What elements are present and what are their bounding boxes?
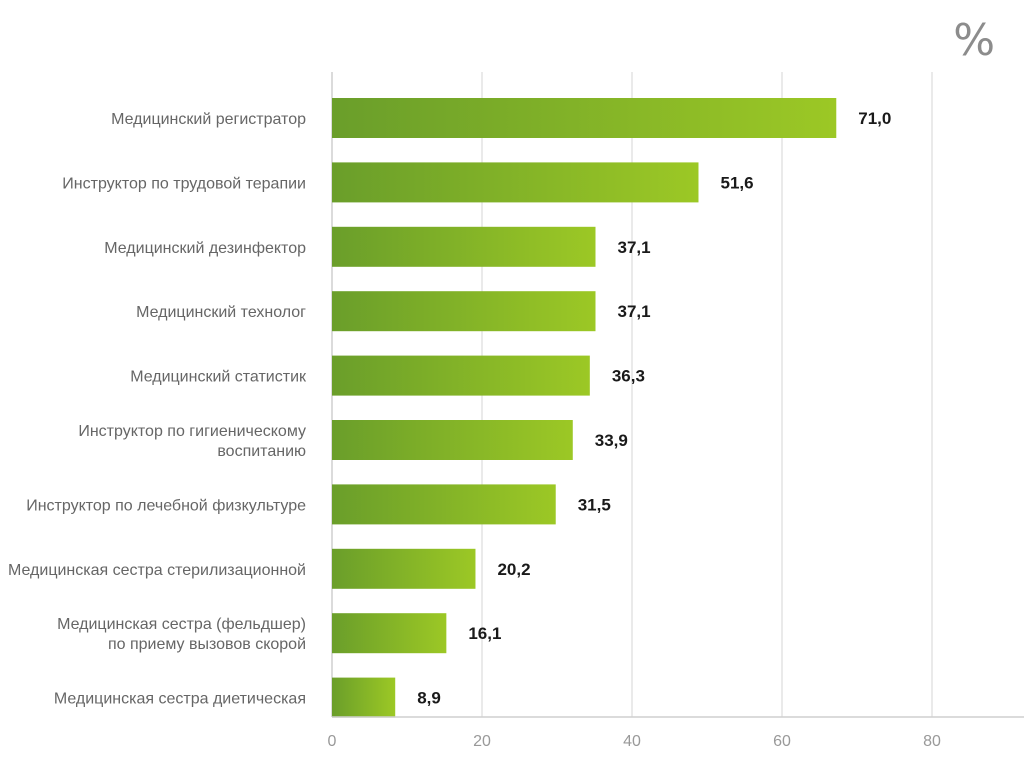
data-label: 8,9 bbox=[417, 689, 441, 708]
data-label: 37,1 bbox=[618, 302, 651, 321]
x-axis: 0 20 40 60 80 bbox=[328, 716, 1024, 750]
data-label: 51,6 bbox=[720, 173, 753, 192]
data-label: 71,0 bbox=[858, 109, 891, 128]
bar bbox=[332, 226, 596, 267]
category-label: Медицинский технолог bbox=[136, 304, 306, 321]
data-label: 33,9 bbox=[595, 431, 628, 450]
bars-group: 71,0 Медицинский регистратор 51,6 Инструкто… bbox=[8, 98, 891, 718]
x-tick-label: 40 bbox=[623, 733, 641, 750]
bar bbox=[332, 291, 596, 332]
x-tick-label: 0 bbox=[328, 733, 337, 750]
category-label: Медицинская сестра стерилизационной bbox=[8, 562, 306, 579]
category-label: Инструктор по трудовой терапии bbox=[62, 175, 306, 192]
bar bbox=[332, 98, 837, 138]
data-label: 20,2 bbox=[497, 560, 530, 579]
unit-label: % bbox=[953, 15, 995, 66]
data-label: 36,3 bbox=[612, 367, 645, 386]
bar bbox=[332, 355, 590, 396]
category-label: Медицинский регистратор bbox=[111, 111, 306, 128]
bar bbox=[332, 162, 699, 203]
category-label: Медицинская сестра диетическая bbox=[54, 691, 306, 708]
data-label: 16,1 bbox=[468, 624, 501, 643]
category-label: Медицинская сестра (фельдшер) по приему в… bbox=[57, 616, 306, 653]
data-label: 31,5 bbox=[578, 495, 611, 514]
x-tick-label: 80 bbox=[923, 733, 941, 750]
category-label: Инструктор по гигиеническому воспитанию bbox=[78, 423, 306, 460]
x-tick-label: 60 bbox=[773, 733, 791, 750]
bar bbox=[332, 420, 573, 460]
bar bbox=[332, 613, 447, 654]
category-label: Инструктор по лечебной физкультуре bbox=[26, 497, 306, 514]
data-label: 37,1 bbox=[618, 238, 651, 257]
x-tick-label: 20 bbox=[473, 733, 491, 750]
category-label: Медицинский дезинфектор bbox=[104, 240, 306, 257]
bar bbox=[332, 484, 556, 525]
category-label: Медицинский статистик bbox=[130, 369, 307, 386]
bar bbox=[332, 677, 396, 718]
bar bbox=[332, 548, 476, 589]
